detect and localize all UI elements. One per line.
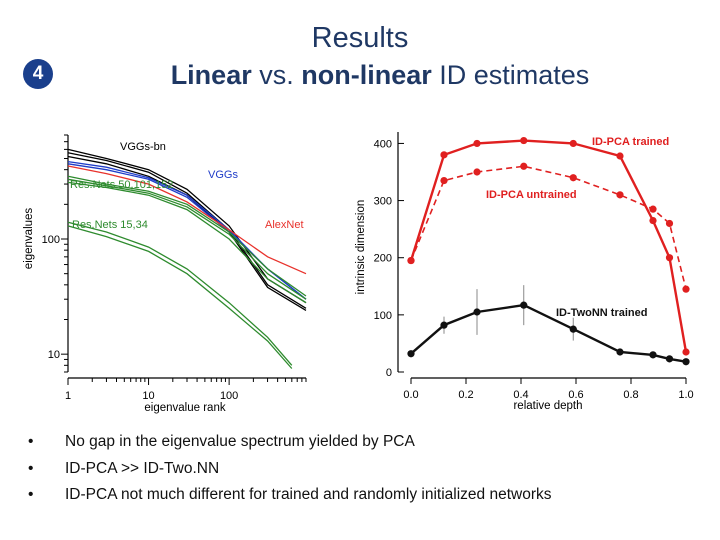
bullet-text: ID-PCA not much different for trained an… [65,486,552,503]
bullet-item: • ID-PCA >> ID-Two.NN [28,460,551,487]
right-y-axis-label: intrinsic dimension [355,200,367,295]
right-series-point [473,168,481,176]
bullet-item: • No gap in the eigenvalue spectrum yield… [28,433,551,460]
left-annotation-label: Res.Nets 15,34 [72,219,148,231]
right-series-point [649,216,657,225]
right-series-point [649,205,657,213]
left-series-line [67,165,307,275]
right-series-point [520,162,528,170]
right-y-tick-label: 400 [374,138,392,150]
right-x-tick-label: 0.6 [568,389,583,401]
right-series-point [520,136,528,145]
bullet-dot: • [28,459,34,477]
subtitle-linear: Linear [170,60,252,90]
left-annotation-label: VGGs-bn [120,141,166,153]
right-series-point [682,285,690,293]
right-x-tick-label: 0.0 [403,389,418,401]
left-x-tick-label: 1 [65,390,71,402]
right-series-point [665,355,674,363]
right-series-point [407,256,415,265]
right-series-point [407,350,415,358]
right-series-label: ID-PCA trained [592,136,669,148]
left-series-line [67,175,307,297]
right-series-point [682,348,690,356]
right-series-point [616,348,624,356]
left-series-line [67,152,307,309]
right-series-point [440,151,448,159]
right-series-label: ID-PCA untrained [486,189,577,201]
left-annotation-label: Res.Nets 50,101,152 [70,179,173,191]
bullet-dot: • [28,433,34,450]
left-annotation-label: VGGs [208,169,238,181]
right-series-point [616,152,624,160]
bullet-item: • ID-PCA not much different for trained a… [28,486,551,513]
right-series-line [410,165,687,290]
left-x-tick-label: 100 [220,390,238,402]
left-y-tick-label: 100 [42,234,60,246]
subtitle-nonlinear: non-linear [301,60,432,90]
right-y-tick-label: 300 [374,196,392,208]
left-series-line [67,178,307,300]
right-series-point [473,308,481,316]
right-x-tick-label: 1.0 [678,389,693,401]
bullet-dot: • [28,486,34,503]
right-y-tick-label: 100 [374,310,392,322]
left-x-axis-label: eigenvalue rank [144,402,225,414]
right-series-point [616,191,624,199]
right-y-tick-label: 200 [374,253,392,265]
right-series-point [440,321,448,329]
right-series-point [682,358,690,366]
right-series-point [520,301,528,309]
left-series-line [67,221,293,366]
right-series-label: ID-TwoNN trained [556,307,647,319]
right-series-point [665,254,674,262]
slide-subtitle: Linear vs. non-linear ID estimates [120,60,640,91]
bullet-list: • No gap in the eigenvalue spectrum yield… [28,433,551,513]
right-series-point [649,351,657,359]
right-x-tick-label: 0.8 [623,389,638,401]
step-number-badge: 4 [23,59,53,89]
right-series-point [440,176,448,185]
left-x-tick-label: 10 [142,390,154,402]
subtitle-vs: vs. [251,60,302,90]
right-y-tick-label: 0 [386,367,392,379]
bullet-text: No gap in the eigenvalue spectrum yielde… [65,433,415,450]
left-annotation-label: AlexNet [265,219,304,231]
right-series-point [569,325,577,333]
right-series-point [665,219,674,228]
right-series-point [569,174,577,182]
right-series-point [473,139,481,148]
slide-title: Results [311,22,409,54]
left-y-axis-label: eigenvalues [23,208,35,270]
left-series-line [67,181,307,304]
right-x-axis-label: relative depth [513,400,582,412]
bullet-text: ID-PCA >> ID-Two.NN [65,459,220,477]
subtitle-estimates: ID estimates [431,60,590,90]
right-x-tick-label: 0.2 [458,389,473,401]
left-series-line [67,225,293,369]
right-x-tick-label: 0.4 [513,389,528,401]
left-y-tick-label: 10 [48,349,60,361]
right-series-point [569,139,577,148]
